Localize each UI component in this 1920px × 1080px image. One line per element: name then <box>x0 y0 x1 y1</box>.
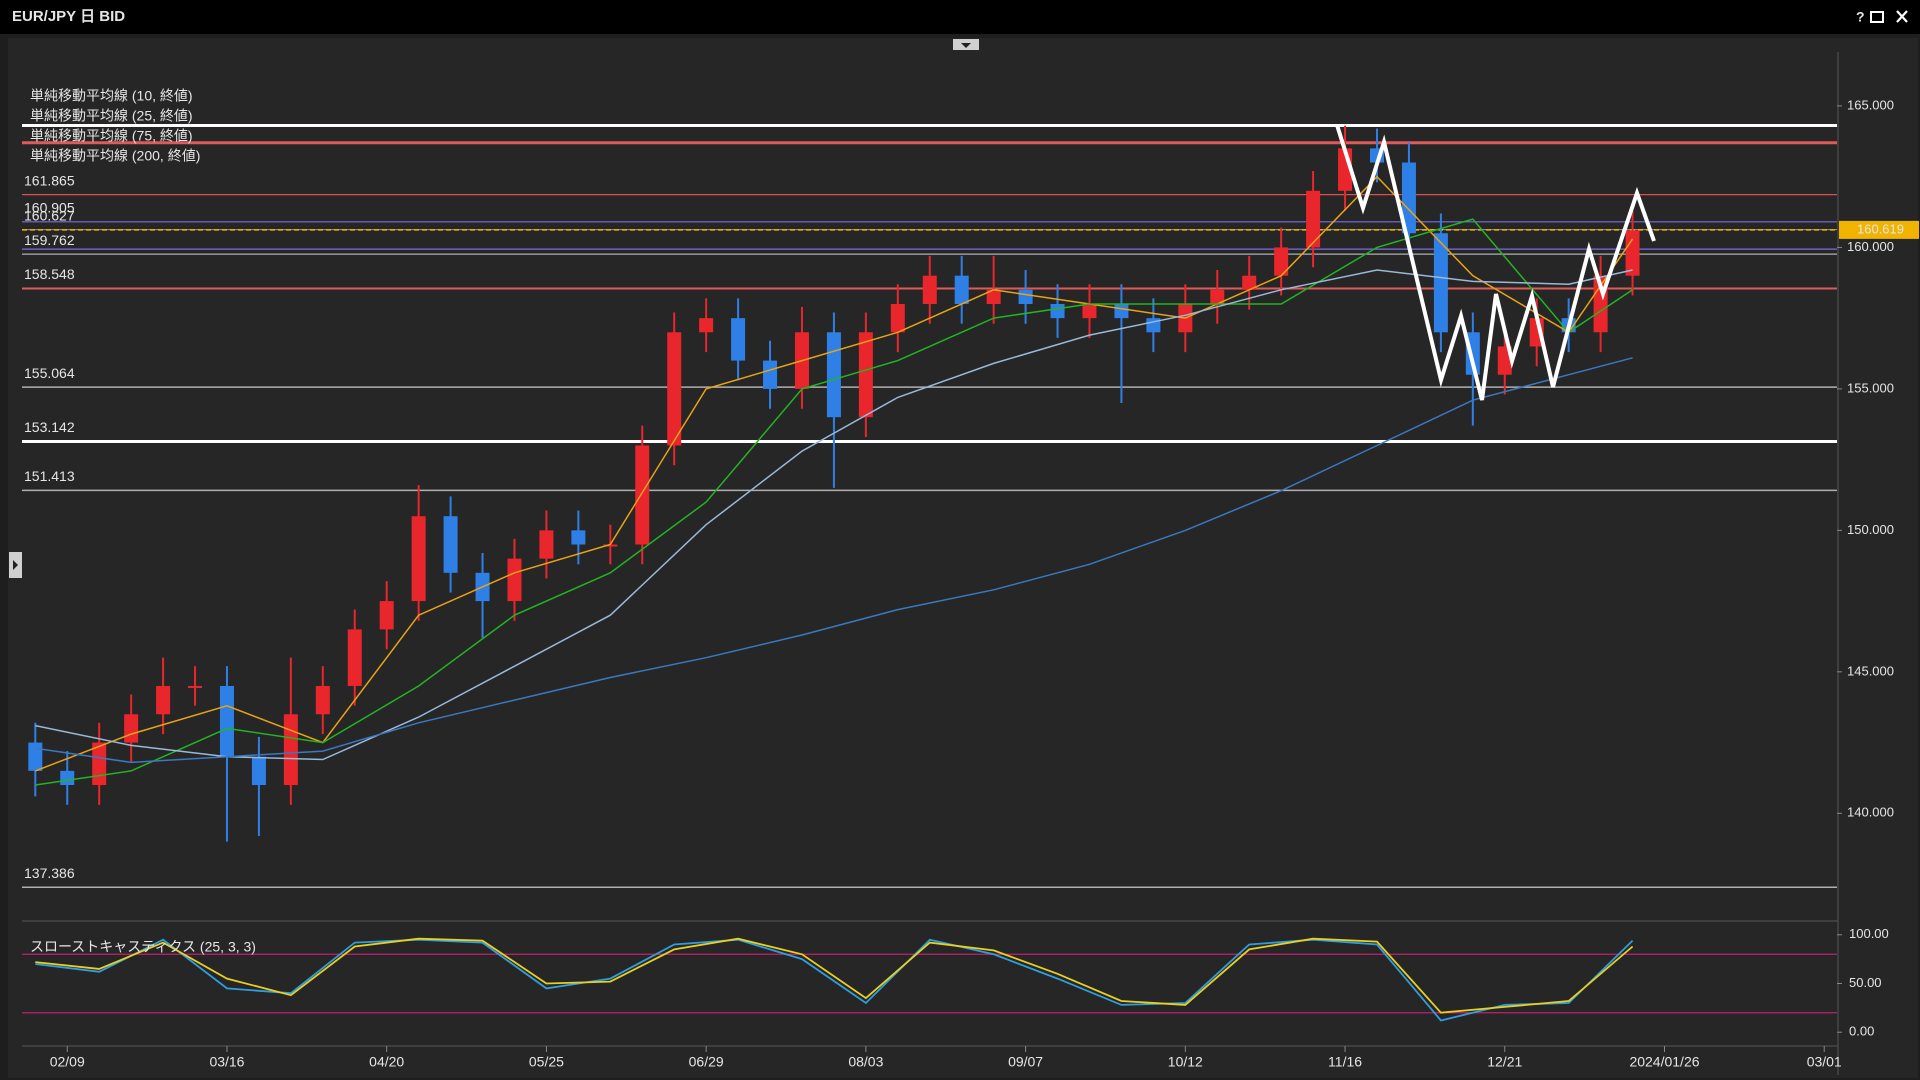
chart-background <box>8 38 1918 1078</box>
x-tick-label: 05/25 <box>529 1054 564 1070</box>
level-label: 137.386 <box>24 865 75 881</box>
candle-body <box>858 332 873 418</box>
candle-body <box>1306 190 1321 248</box>
moving-average-line <box>35 357 1633 764</box>
x-tick-label: 02/09 <box>50 1054 85 1070</box>
candle-body <box>1210 289 1225 304</box>
zigzag-drawing <box>1335 124 1656 401</box>
level-label: 159.762 <box>24 232 75 248</box>
candle-body <box>1114 303 1129 319</box>
panel-toggle-arrow <box>961 43 971 48</box>
candle-body <box>507 558 522 602</box>
level-label: 160.905 <box>24 200 75 216</box>
maximize-button[interactable] <box>1870 11 1884 23</box>
x-tick-label: 03/01 <box>1807 1054 1842 1070</box>
title-bar <box>0 0 1920 34</box>
candle-body <box>922 275 937 304</box>
legend-entry: 単純移動平均線 (200, 終値) <box>30 148 200 164</box>
window-title: EUR/JPY 日 BID <box>12 8 125 25</box>
candle-body <box>379 601 394 630</box>
moving-average-line <box>35 218 1634 786</box>
candle-body <box>571 530 586 545</box>
indicator-panel: 0.00 50.00 100.00 スローストキャスティクス (25, 3, 3) <box>22 926 1889 1039</box>
indicator-tick-label: 50.00 <box>1849 975 1882 990</box>
x-tick-label: 12/21 <box>1487 1054 1522 1070</box>
level-label: 160.627 <box>24 207 75 223</box>
x-tick-label: 03/16 <box>209 1054 244 1070</box>
level-label: 161.865 <box>24 172 75 188</box>
candle-body <box>251 756 266 786</box>
candle-body <box>699 318 714 333</box>
indicator-tick-label: 0.00 <box>1849 1024 1874 1039</box>
candle-body <box>1274 247 1289 276</box>
candle-body <box>1242 275 1257 290</box>
level-label: 158.548 <box>24 266 75 282</box>
levels <box>22 123 1837 889</box>
candle-body <box>667 332 682 446</box>
candle-body <box>603 544 618 547</box>
y-tick-label: 145.000 <box>1847 663 1894 678</box>
candle-body <box>954 275 969 304</box>
candle-body <box>539 530 554 559</box>
candle-body <box>347 629 362 686</box>
candle-body <box>219 685 234 757</box>
y-tick-label: 165.000 <box>1847 97 1894 112</box>
x-tick-label: 09/07 <box>1008 1054 1043 1070</box>
side-toggle-arrow <box>13 560 18 570</box>
candle-body <box>124 714 139 743</box>
x-tick-label: 11/16 <box>1328 1054 1362 1070</box>
legend-entry: 単純移動平均線 (25, 終値) <box>30 108 193 124</box>
candle-body <box>188 685 203 688</box>
candle-body <box>60 770 75 786</box>
candle-body <box>28 742 43 771</box>
y-tick-label: 160.000 <box>1847 239 1894 254</box>
candle-body <box>763 360 778 389</box>
y-tick-label: 155.000 <box>1847 380 1894 395</box>
candle-body <box>890 303 905 333</box>
candle-body <box>156 685 171 715</box>
legend-entry: 単純移動平均線 (10, 終値) <box>30 88 193 104</box>
candle-body <box>283 714 298 786</box>
candle-body <box>826 332 841 418</box>
candle-body <box>411 516 426 602</box>
moving-average-line <box>35 175 1634 772</box>
candle-body <box>1401 162 1416 234</box>
candle-body <box>443 516 458 573</box>
x-tick-label: 10/12 <box>1168 1054 1203 1070</box>
indicator-tick-label: 100.00 <box>1849 926 1889 941</box>
candle-body <box>635 445 650 545</box>
last-price-badge <box>1839 220 1919 239</box>
moving-average-line <box>35 269 1633 761</box>
x-tick-label: 08/03 <box>848 1054 883 1070</box>
x-tick-label: 04/20 <box>369 1054 404 1070</box>
x-tick-label: 06/29 <box>689 1054 724 1070</box>
stochastic-line <box>35 938 1634 1022</box>
y-tick-label: 150.000 <box>1847 522 1894 537</box>
candle-body <box>1018 289 1033 304</box>
level-label: 153.142 <box>24 419 75 435</box>
x-tick-label: 2024/01/26 <box>1629 1054 1699 1070</box>
level-label: 155.064 <box>24 365 75 381</box>
candle-body <box>1433 233 1448 333</box>
candle-body <box>1082 303 1097 319</box>
candle-body <box>1050 303 1065 319</box>
y-tick-label: 140.000 <box>1847 805 1894 820</box>
candle-body <box>315 685 330 715</box>
candle-body <box>1625 230 1640 276</box>
last-price-label: 160.619 <box>1857 221 1904 236</box>
level-label: 151.413 <box>24 468 75 484</box>
legend-entry: 単純移動平均線 (75, 終値) <box>30 128 193 144</box>
candle-body <box>986 289 1001 304</box>
close-button[interactable] <box>1896 10 1908 23</box>
indicator-title: スローストキャスティクス (25, 3, 3) <box>30 939 256 955</box>
help-button[interactable]: ? <box>1856 9 1865 25</box>
stochastic-line <box>35 937 1634 1014</box>
candle-body <box>731 318 746 361</box>
